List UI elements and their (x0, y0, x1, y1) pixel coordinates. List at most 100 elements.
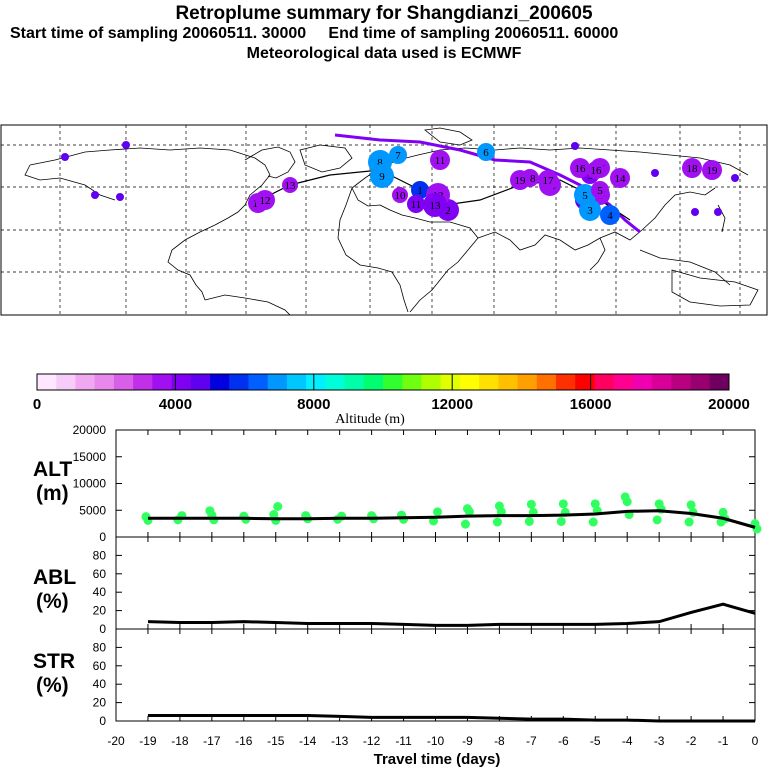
abl-panel-label: ABL (33, 566, 76, 589)
alt-y-tick-label: 20000 (73, 423, 107, 437)
x-tick-label: -16 (235, 734, 253, 748)
coastline (299, 144, 353, 173)
alt-data-point (620, 492, 630, 502)
plume-marker-label: 13 (430, 200, 442, 212)
abl-panel: 0 20 40 60 80 (93, 536, 756, 636)
abl-y-tick-label: 80 (93, 548, 107, 562)
str-y-tick-label: 60 (93, 659, 107, 673)
colorbar-segment (690, 374, 711, 390)
plume-marker (587, 161, 605, 179)
colorbar-segment (402, 374, 422, 390)
colorbar-tick-label: 8000 (297, 396, 330, 413)
str-y-tick-label: 80 (93, 640, 107, 654)
coastline (351, 147, 749, 189)
colorbar-segment (363, 374, 384, 390)
x-tick-label: -7 (526, 734, 537, 748)
colorbar-segment (152, 374, 172, 390)
plume-markers: 1122334556789101011111212131314141516161… (61, 141, 739, 225)
colorbar-segment (440, 374, 461, 390)
met-data-text: Meteorological data used is ECMWF (246, 45, 522, 62)
alt-data-point (173, 515, 183, 525)
x-tick-label: -4 (622, 734, 633, 748)
coastline (204, 294, 291, 316)
x-tick-label: -1 (718, 734, 729, 748)
x-tick-label: -18 (171, 734, 189, 748)
plume-marker (570, 158, 590, 178)
str-line (147, 713, 755, 723)
plume-marker-label: 11 (435, 155, 446, 167)
x-tick-label: -12 (363, 734, 381, 748)
alt-data-point (684, 517, 694, 527)
alt-data-point (433, 507, 442, 517)
plume-marker-label: 11 (411, 199, 422, 211)
x-tick-label: -17 (203, 734, 221, 748)
alt-data-point (205, 506, 215, 516)
colorbar-segment (613, 374, 634, 390)
x-tick-label: -2 (686, 734, 697, 748)
colorbar-segment (383, 374, 403, 390)
plume-marker-label: 9 (379, 171, 385, 183)
plume-marker (255, 190, 275, 210)
plume-marker (370, 164, 394, 188)
coastline (424, 127, 473, 146)
plume-marker-small (122, 141, 130, 149)
x-tick-label: -8 (494, 734, 505, 748)
plume-marker-label: 1 (417, 185, 423, 197)
abl-y-tick-label: 0 (99, 622, 106, 636)
abl-line (147, 602, 756, 627)
colorbar-segment (94, 374, 115, 390)
x-tick-label: -19 (139, 734, 157, 748)
alt-y-tick-label: 0 (99, 530, 106, 544)
x-tick-label: -14 (299, 734, 317, 748)
colorbar-segment (113, 374, 134, 390)
plume-marker-label: 16 (591, 165, 603, 177)
x-tick-label: -9 (462, 734, 473, 748)
alt-data-point (558, 499, 568, 509)
colorbar-segment (267, 374, 288, 390)
plume-marker-small (731, 174, 739, 182)
str-y-tick-label: 40 (93, 677, 107, 691)
plume-marker (407, 195, 425, 213)
colorbar-segment (498, 374, 518, 390)
sampling-times: Start time of sampling 20060511. 30000 E… (10, 25, 768, 43)
colorbar-segment (517, 374, 538, 390)
plume-marker (389, 146, 407, 164)
x-tick-label: -3 (654, 734, 665, 748)
x-tick-label: -20 (107, 734, 125, 748)
plume-marker-label: 16 (575, 163, 587, 175)
colorbar-segment (344, 374, 365, 390)
alt-data-point (590, 499, 600, 509)
plume-marker (702, 160, 722, 180)
x-tick-label: -15 (267, 734, 285, 748)
alt-data-point (460, 519, 470, 529)
colorbar-segment (56, 374, 76, 390)
alt-data-point (686, 500, 696, 510)
colorbar-segment (594, 374, 615, 390)
colorbar-segment (75, 374, 96, 390)
plume-marker-label: 18 (687, 163, 699, 175)
alt-data-point (556, 516, 566, 526)
plume-marker-label: 18 (525, 173, 537, 185)
x-axis-label: Travel time (days) (374, 751, 501, 768)
alt-data-point (492, 517, 502, 527)
colorbar-segment (210, 374, 230, 390)
plume-marker (538, 170, 558, 190)
plume-marker (282, 177, 298, 193)
x-tick-label: -10 (427, 734, 445, 748)
coastline (589, 237, 606, 271)
plume-marker-small (714, 208, 722, 216)
alt-data-point (652, 515, 662, 525)
trajectory-map: 1122334556789101011111212131314141516161… (0, 124, 768, 316)
start-time-text: Start time of sampling 20060511. 30000 (10, 25, 307, 42)
colorbar-segment (671, 374, 691, 390)
plume-marker-label: 5 (597, 185, 603, 197)
colorbar-segment (421, 374, 442, 390)
plume-marker (574, 184, 596, 206)
colorbar-segment (37, 374, 57, 390)
colorbar-tick-label: 16000 (570, 396, 612, 413)
str-frame (115, 628, 756, 722)
plume-marker-small (91, 191, 99, 199)
plume-marker-label: 12 (260, 195, 271, 207)
